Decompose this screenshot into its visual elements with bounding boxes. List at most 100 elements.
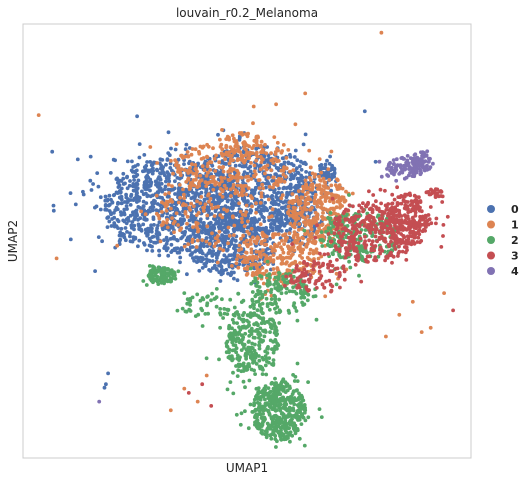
- scatter-point: [331, 251, 335, 255]
- scatter-point: [230, 147, 234, 151]
- scatter-point: [308, 176, 312, 180]
- scatter-point: [324, 208, 328, 212]
- scatter-point: [332, 175, 336, 179]
- scatter-point: [264, 373, 268, 377]
- scatter-point: [324, 191, 328, 195]
- scatter-point: [367, 216, 371, 220]
- scatter-point: [217, 183, 221, 187]
- scatter-point: [142, 153, 146, 157]
- scatter-point: [291, 168, 295, 172]
- scatter-point: [303, 406, 307, 410]
- scatter-point: [199, 217, 203, 221]
- scatter-point: [144, 212, 148, 216]
- scatter-point: [234, 164, 238, 168]
- scatter-point: [211, 249, 215, 253]
- scatter-point: [328, 162, 332, 166]
- scatter-point: [275, 159, 279, 163]
- scatter-point: [169, 250, 173, 254]
- scatter-point: [273, 220, 277, 224]
- scatter-point: [190, 162, 194, 166]
- scatter-point: [323, 181, 327, 185]
- scatter-point: [246, 179, 250, 183]
- scatter-point: [198, 174, 202, 178]
- scatter-point: [229, 380, 233, 384]
- scatter-point: [352, 247, 356, 251]
- scatter-point: [297, 402, 301, 406]
- scatter-point: [179, 226, 183, 230]
- scatter-point: [220, 271, 224, 275]
- scatter-point: [261, 418, 265, 422]
- scatter-point: [342, 211, 346, 215]
- chart-title: louvain_r0.2_Melanoma: [176, 6, 318, 20]
- scatter-point: [74, 203, 78, 207]
- scatter-point: [249, 267, 253, 271]
- scatter-point: [243, 343, 247, 347]
- scatter-point: [251, 121, 255, 125]
- scatter-point: [235, 261, 239, 265]
- scatter-point: [261, 232, 265, 236]
- scatter-point: [170, 200, 174, 204]
- scatter-point: [262, 216, 266, 220]
- scatter-point: [236, 374, 240, 378]
- scatter-point: [241, 320, 245, 324]
- scatter-point: [284, 175, 288, 179]
- scatter-point: [259, 255, 263, 259]
- scatter-point: [226, 248, 230, 252]
- scatter-point: [187, 193, 191, 197]
- scatter-point: [212, 225, 216, 229]
- scatter-point: [97, 185, 101, 189]
- scatter-point: [309, 166, 313, 170]
- scatter-point: [210, 203, 214, 207]
- scatter-point: [347, 260, 351, 264]
- scatter-point: [298, 261, 302, 265]
- scatter-point: [205, 174, 209, 178]
- scatter-point: [222, 253, 226, 257]
- scatter-point: [216, 261, 220, 265]
- scatter-point: [326, 216, 330, 220]
- scatter-point: [290, 242, 294, 246]
- scatter-point: [118, 196, 122, 200]
- scatter-point: [226, 388, 230, 392]
- scatter-point: [250, 332, 254, 336]
- scatter-point: [224, 229, 228, 233]
- scatter-point: [158, 220, 162, 224]
- scatter-point: [225, 209, 229, 213]
- scatter-point: [93, 206, 97, 210]
- scatter-point: [315, 215, 319, 219]
- scatter-point: [238, 340, 242, 344]
- scatter-point: [132, 178, 136, 182]
- scatter-point: [215, 295, 219, 299]
- scatter-point: [246, 313, 250, 317]
- scatter-point: [361, 220, 365, 224]
- scatter-point: [157, 254, 161, 258]
- scatter-point: [272, 267, 276, 271]
- scatter-point: [335, 206, 339, 210]
- scatter-point: [240, 411, 244, 415]
- scatter-point: [155, 270, 159, 274]
- scatter-point: [230, 326, 234, 330]
- scatter-point: [269, 159, 273, 163]
- scatter-point: [178, 183, 182, 187]
- scatter-point: [363, 109, 367, 113]
- scatter-point: [232, 331, 236, 335]
- scatter-point: [361, 210, 365, 214]
- scatter-point: [170, 277, 174, 281]
- scatter-point: [357, 204, 361, 208]
- scatter-point: [261, 248, 265, 252]
- scatter-point: [196, 239, 200, 243]
- scatter-point: [237, 224, 241, 228]
- scatter-point: [274, 302, 278, 306]
- scatter-point: [189, 309, 193, 313]
- scatter-point: [301, 196, 305, 200]
- scatter-point: [326, 167, 330, 171]
- scatter-point: [175, 142, 179, 146]
- scatter-point: [211, 259, 215, 263]
- scatter-point: [247, 426, 251, 430]
- scatter-point: [165, 221, 169, 225]
- scatter-point: [294, 375, 298, 379]
- scatter-point: [88, 179, 92, 183]
- scatter-point: [269, 302, 273, 306]
- scatter-point: [277, 232, 281, 236]
- scatter-point: [204, 188, 208, 192]
- scatter-point: [274, 152, 278, 156]
